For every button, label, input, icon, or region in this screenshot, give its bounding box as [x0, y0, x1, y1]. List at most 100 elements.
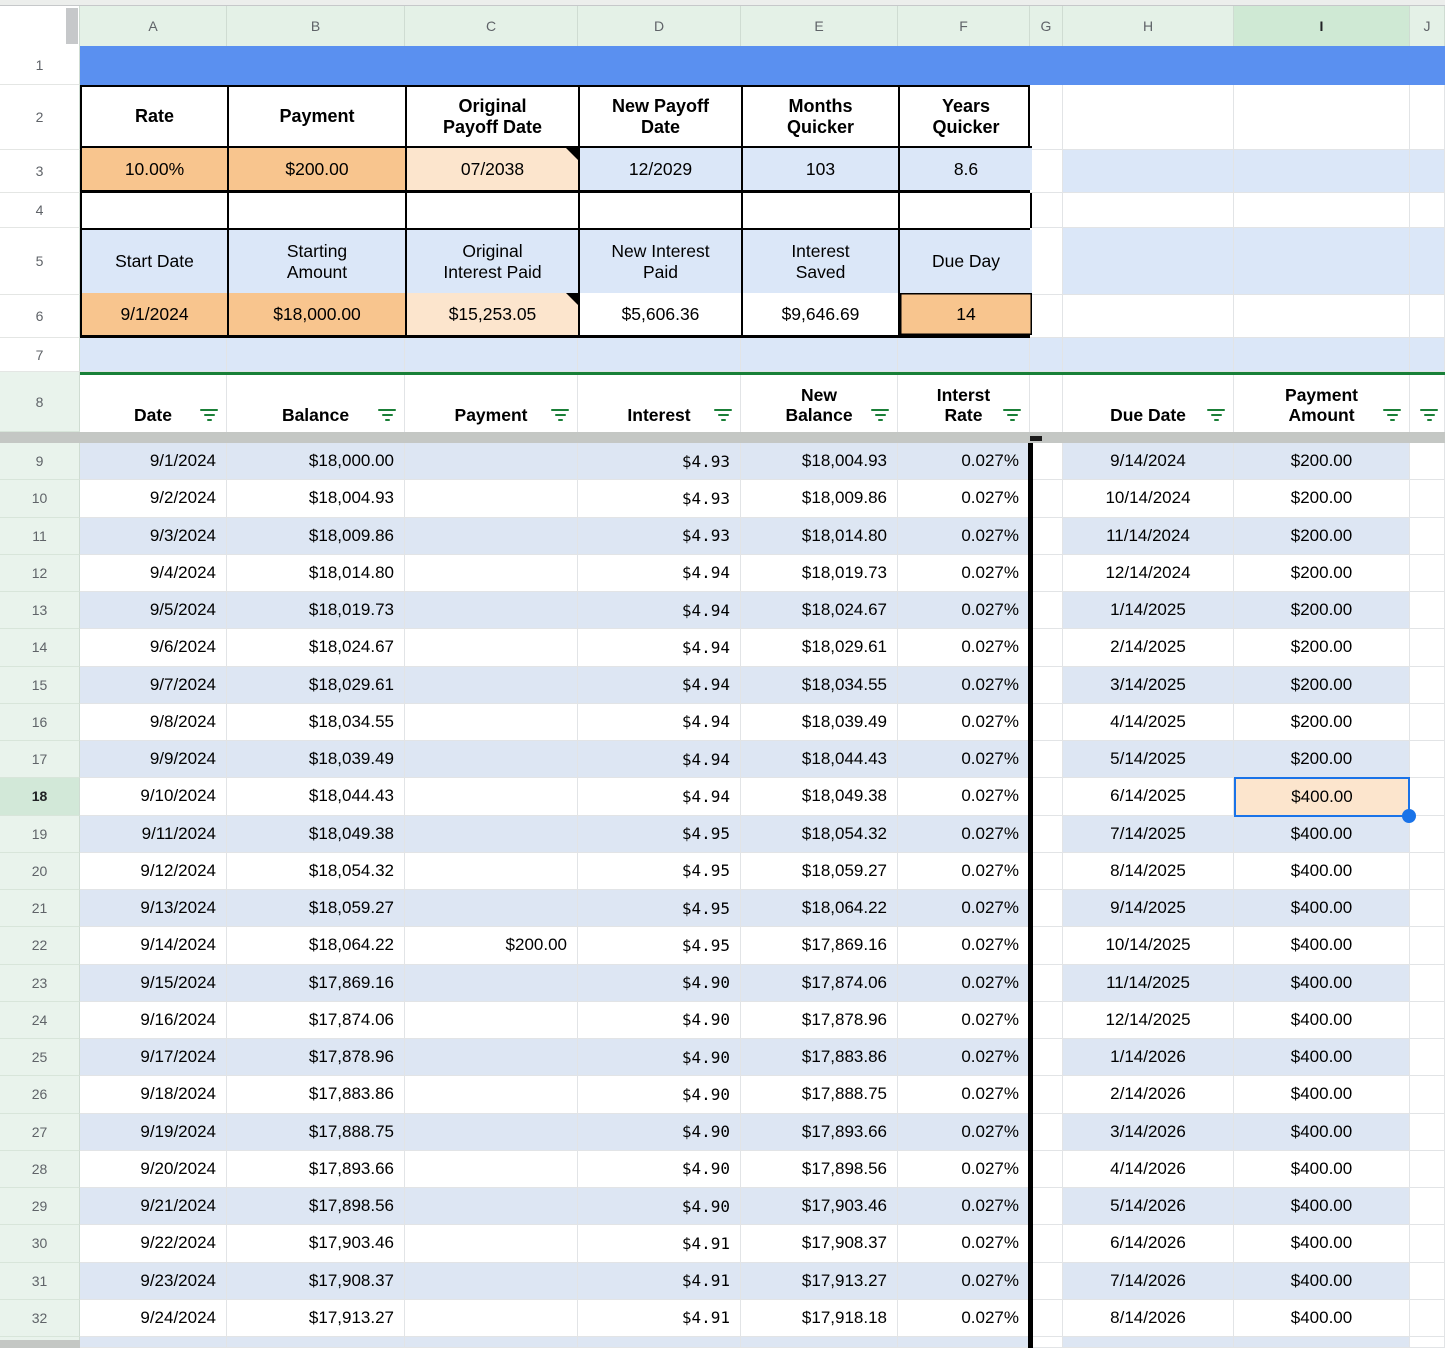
cell-I22[interactable]: $400.00: [1234, 927, 1410, 965]
cell-G26[interactable]: [1030, 1076, 1063, 1114]
cell-D33-partial[interactable]: [578, 1337, 741, 1348]
filter-header-interest[interactable]: Interest: [578, 374, 741, 432]
cell-A4[interactable]: [82, 193, 229, 228]
cell-F23[interactable]: 0.027%: [898, 964, 1030, 1002]
cell-C31[interactable]: [405, 1262, 578, 1300]
cell-B3-payment-value[interactable]: $200.00: [229, 148, 407, 190]
cell-D7[interactable]: [578, 338, 741, 372]
cell-H15[interactable]: 3/14/2025: [1063, 666, 1234, 704]
cell-C14[interactable]: [405, 629, 578, 667]
cell-I30[interactable]: $400.00: [1234, 1225, 1410, 1263]
cell-C26[interactable]: [405, 1076, 578, 1114]
cell-F25[interactable]: 0.027%: [898, 1039, 1030, 1077]
cell-E3-months-quicker-value[interactable]: 103: [743, 148, 900, 190]
cell-I7[interactable]: [1234, 338, 1410, 372]
cell-D29[interactable]: $4.90: [578, 1188, 741, 1226]
cell-G4[interactable]: [1030, 193, 1063, 228]
cell-I31[interactable]: $400.00: [1234, 1262, 1410, 1300]
cell-E21[interactable]: $18,064.22: [741, 890, 898, 928]
cell-B18[interactable]: $18,044.43: [227, 778, 405, 816]
cell-I27[interactable]: $400.00: [1234, 1113, 1410, 1151]
cell-H5[interactable]: [1063, 228, 1234, 295]
filter-header-payment-amount[interactable]: Payment Amount: [1234, 374, 1410, 432]
cell-D28[interactable]: $4.90: [578, 1150, 741, 1188]
row-header-28[interactable]: 28: [0, 1150, 80, 1188]
cell-E31[interactable]: $17,913.27: [741, 1262, 898, 1300]
cell-H31[interactable]: 7/14/2026: [1063, 1262, 1234, 1300]
cell-E12[interactable]: $18,019.73: [741, 554, 898, 592]
cell-C11[interactable]: [405, 517, 578, 555]
cell-J15[interactable]: [1410, 666, 1445, 704]
cell-E28[interactable]: $17,898.56: [741, 1150, 898, 1188]
cell-I19[interactable]: $400.00: [1234, 815, 1410, 853]
cell-J10[interactable]: [1410, 480, 1445, 518]
column-header-E[interactable]: E: [741, 6, 898, 46]
row-header-30[interactable]: 30: [0, 1225, 80, 1263]
filter-header-balance[interactable]: Balance: [227, 374, 405, 432]
filter-icon[interactable]: [712, 408, 734, 421]
cell-H27[interactable]: 3/14/2026: [1063, 1113, 1234, 1151]
cell-G14[interactable]: [1030, 629, 1063, 667]
cell-A26[interactable]: 9/18/2024: [80, 1076, 227, 1114]
cell-G29[interactable]: [1030, 1188, 1063, 1226]
header-due-day[interactable]: Due Day: [900, 230, 1032, 293]
cell-C29[interactable]: [405, 1188, 578, 1226]
cell-B16[interactable]: $18,034.55: [227, 703, 405, 741]
cell-F22[interactable]: 0.027%: [898, 927, 1030, 965]
cell-D15[interactable]: $4.94: [578, 666, 741, 704]
cell-A6-start-date-value[interactable]: 9/1/2024: [82, 293, 229, 335]
column-header-J[interactable]: J: [1410, 6, 1445, 46]
cell-E10[interactable]: $18,009.86: [741, 480, 898, 518]
cell-B27[interactable]: $17,888.75: [227, 1113, 405, 1151]
cell-A22[interactable]: 9/14/2024: [80, 927, 227, 965]
cell-I29[interactable]: $400.00: [1234, 1188, 1410, 1226]
cell-B33-partial[interactable]: [227, 1337, 405, 1348]
cell-B9[interactable]: $18,000.00: [227, 443, 405, 481]
cell-B12[interactable]: $18,014.80: [227, 554, 405, 592]
cell-E32[interactable]: $17,918.18: [741, 1299, 898, 1337]
header-rate[interactable]: Rate: [82, 87, 229, 148]
cell-G2[interactable]: [1030, 85, 1063, 150]
cell-A21[interactable]: 9/13/2024: [80, 890, 227, 928]
row-header-3[interactable]: 3: [0, 150, 80, 193]
row-header-14[interactable]: 14: [0, 629, 80, 667]
cell-J19[interactable]: [1410, 815, 1445, 853]
cell-C10[interactable]: [405, 480, 578, 518]
cell-B15[interactable]: $18,029.61: [227, 666, 405, 704]
cell-C4[interactable]: [407, 193, 580, 228]
cell-A7[interactable]: [80, 338, 227, 372]
row-header-1[interactable]: 1: [0, 46, 80, 85]
cell-F30[interactable]: 0.027%: [898, 1225, 1030, 1263]
cell-B32[interactable]: $17,913.27: [227, 1299, 405, 1337]
cell-J27[interactable]: [1410, 1113, 1445, 1151]
cell-G11[interactable]: [1030, 517, 1063, 555]
cell-H29[interactable]: 5/14/2026: [1063, 1188, 1234, 1226]
cell-C12[interactable]: [405, 554, 578, 592]
cell-J3[interactable]: [1410, 150, 1445, 193]
cell-H24[interactable]: 12/14/2025: [1063, 1001, 1234, 1039]
cell-B30[interactable]: $17,903.46: [227, 1225, 405, 1263]
cell-D12[interactable]: $4.94: [578, 554, 741, 592]
cell-F20[interactable]: 0.027%: [898, 852, 1030, 890]
row-header-17[interactable]: 17: [0, 741, 80, 779]
cell-G31[interactable]: [1030, 1262, 1063, 1300]
cell-B24[interactable]: $17,874.06: [227, 1001, 405, 1039]
cell-E14[interactable]: $18,029.61: [741, 629, 898, 667]
cell-A16[interactable]: 9/8/2024: [80, 703, 227, 741]
cell-J21[interactable]: [1410, 890, 1445, 928]
cell-G12[interactable]: [1030, 554, 1063, 592]
cell-F16[interactable]: 0.027%: [898, 703, 1030, 741]
cell-E15[interactable]: $18,034.55: [741, 666, 898, 704]
cell-D26[interactable]: $4.90: [578, 1076, 741, 1114]
cell-I33-partial[interactable]: [1234, 1337, 1410, 1348]
cell-H4[interactable]: [1063, 193, 1234, 228]
cell-A3-rate-value[interactable]: 10.00%: [82, 148, 229, 190]
cell-E27[interactable]: $17,893.66: [741, 1113, 898, 1151]
cell-I12[interactable]: $200.00: [1234, 554, 1410, 592]
row-header-6[interactable]: 6: [0, 295, 80, 338]
cell-J11[interactable]: [1410, 517, 1445, 555]
column-header-B[interactable]: B: [227, 6, 405, 46]
cell-E23[interactable]: $17,874.06: [741, 964, 898, 1002]
cell-I14[interactable]: $200.00: [1234, 629, 1410, 667]
header-original-payoff-date[interactable]: Original Payoff Date: [407, 87, 580, 148]
